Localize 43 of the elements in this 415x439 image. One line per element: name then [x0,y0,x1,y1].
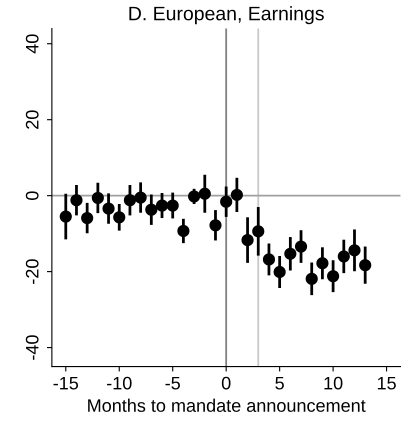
x-tick-label: 5 [275,376,284,390]
point [166,199,179,212]
point [124,194,136,206]
point [284,248,296,260]
point [274,266,286,278]
point [209,219,222,232]
point [327,270,340,282]
x-tick-label: -15 [54,376,78,390]
point [262,253,276,266]
y-tick-label: -40 [26,335,39,360]
x-tick-label: -10 [106,376,132,390]
point [338,250,350,262]
x-tick-label: -5 [165,376,180,390]
point [316,257,328,270]
y-tick-label: -20 [26,259,39,284]
point [306,272,318,285]
x-tick-label: 10 [324,376,342,390]
point [113,211,126,224]
y-tick-label: 40 [26,34,39,54]
point [348,244,361,256]
point [252,225,264,238]
point [134,191,147,204]
point [60,210,72,223]
point [359,259,372,272]
y-tick-label: 20 [26,110,39,129]
point [156,199,168,212]
point [230,188,243,201]
y-tick-label: 0 [26,191,39,200]
point [220,196,232,208]
point [177,224,190,238]
point [70,194,83,206]
point [294,240,308,253]
point [81,212,94,224]
x-tick-label: 15 [378,376,396,390]
chart-title: D. European, Earnings [129,6,324,24]
point [198,188,211,200]
point [92,192,104,204]
point [188,190,200,202]
point [145,204,158,216]
x-tick-label: 0 [222,376,230,390]
x-axis-title: Months to mandate announcement [88,398,366,412]
point [241,234,254,246]
point [102,202,115,215]
